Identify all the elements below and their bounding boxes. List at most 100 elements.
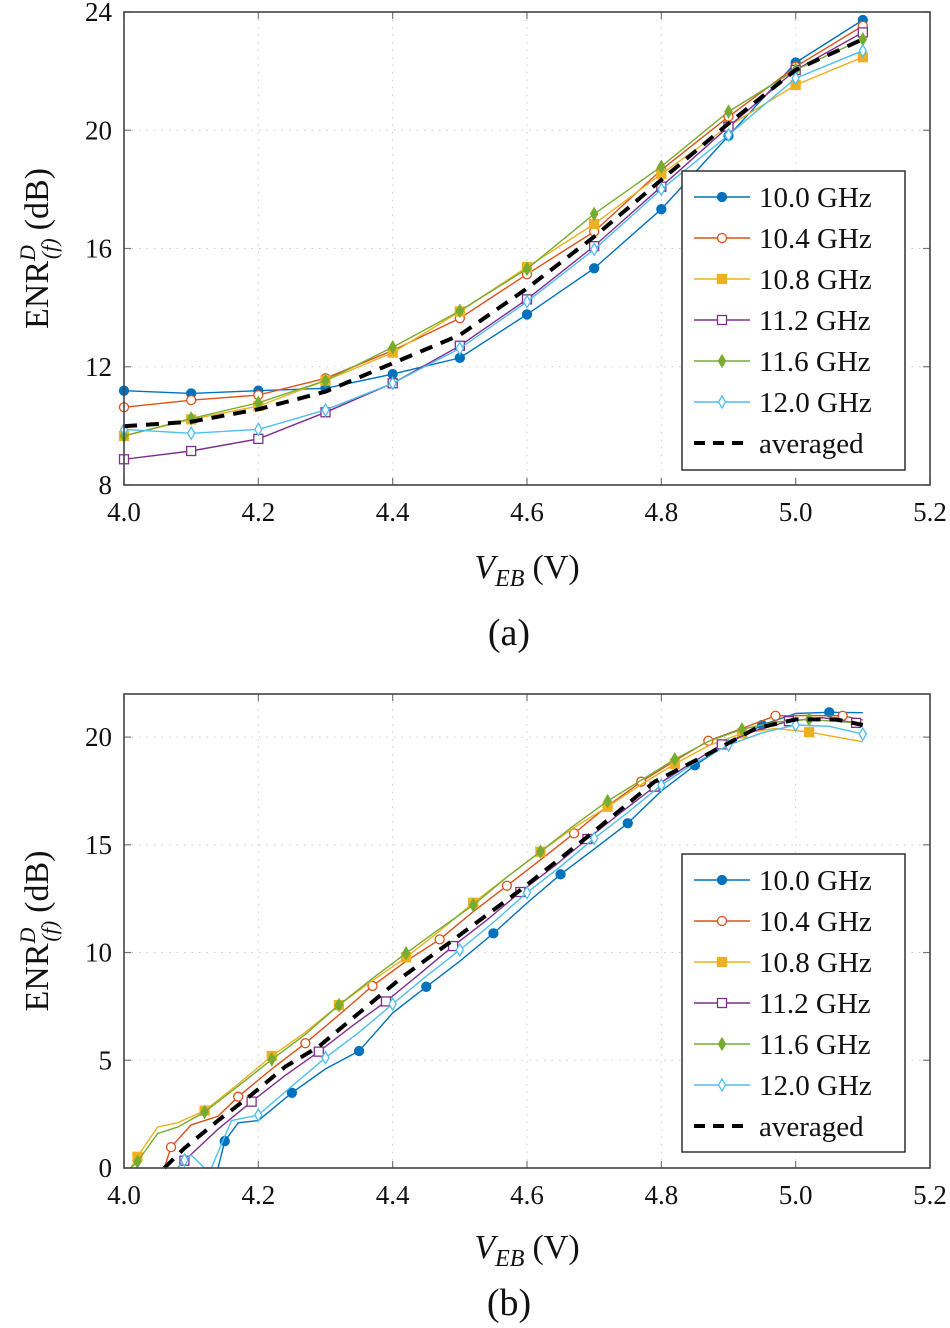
y-tick-label: 16 — [85, 234, 112, 264]
y-tick-label: 8 — [99, 470, 113, 500]
legend-item: 11.2 GHz — [694, 988, 871, 1020]
x-tick-label: 4.6 — [510, 1180, 544, 1210]
data-point — [421, 981, 432, 992]
x-tick-label: 4.6 — [510, 497, 544, 527]
legend-label: 11.2 GHz — [759, 988, 871, 1020]
legend-label: averaged — [759, 428, 864, 460]
x-label-sub: EB — [494, 566, 525, 592]
y-axis-label: ENRD(f) (dB) — [15, 851, 62, 1012]
data-point — [568, 828, 580, 839]
legend-marker — [716, 232, 728, 244]
x-tick-label: 4.4 — [376, 1180, 410, 1210]
legend-label: 10.0 GHz — [759, 182, 872, 214]
x-tick-label: 5.2 — [913, 1180, 947, 1210]
x-label-sub: EB — [494, 1246, 525, 1272]
x-label-unit: (V) — [532, 549, 579, 586]
legend: 10.0 GHz 10.4 GHz 10.8 GHz 11.2 GHz 11.6 GHz… — [681, 170, 906, 471]
data-point — [455, 341, 465, 356]
data-point — [246, 1096, 257, 1107]
legend-label: 11.2 GHz — [759, 305, 871, 337]
data-point — [186, 445, 197, 457]
y-tick-label: 20 — [85, 722, 112, 752]
plot-frame — [123, 693, 931, 1169]
x-tick-label: 5.0 — [779, 497, 813, 527]
series-10.0-ghz — [118, 14, 868, 399]
data-point — [300, 1038, 311, 1049]
legend-marker — [717, 1036, 727, 1052]
legend-item: 10.0 GHz — [694, 865, 872, 897]
data-point — [200, 1104, 209, 1120]
legend-marker — [716, 956, 728, 968]
y-tick-label: 24 — [85, 0, 113, 27]
data-point — [186, 425, 196, 441]
data-point — [388, 996, 397, 1012]
legend-marker — [716, 874, 728, 886]
data-point — [455, 303, 465, 319]
x-axis-label: VEB (V) — [474, 549, 579, 592]
legend-label: 11.6 GHz — [759, 1029, 871, 1061]
series-line — [123, 37, 864, 429]
y-label-unit: (dB) — [19, 168, 56, 230]
y-label-sup: D — [15, 245, 40, 262]
data-point — [488, 928, 499, 939]
legend-marker — [717, 353, 727, 369]
legend-label: averaged — [759, 1111, 864, 1143]
y-label-base: ENR — [19, 943, 56, 1011]
data-point — [536, 844, 545, 860]
legend-item: 11.6 GHz — [694, 346, 871, 378]
legend-item: 12.0 GHz — [694, 1070, 872, 1102]
data-point — [670, 751, 680, 767]
data-point — [858, 726, 868, 742]
data-point — [321, 1050, 330, 1065]
legend-label: 11.6 GHz — [759, 346, 871, 378]
y-tick-label: 10 — [85, 938, 112, 968]
y-tick-label: 12 — [85, 352, 112, 382]
x-tick-label: 5.0 — [779, 1180, 813, 1210]
data-point — [434, 934, 445, 945]
data-point — [724, 127, 733, 143]
legend-marker — [716, 997, 728, 1009]
data-point — [313, 1046, 324, 1057]
y-label-base: ENR — [19, 261, 56, 329]
data-point — [186, 395, 197, 406]
series-line — [123, 19, 864, 395]
data-point — [603, 793, 612, 809]
x-tick-label: 4.8 — [644, 1180, 678, 1210]
legend-marker — [717, 394, 727, 410]
legend-item: 10.0 GHz — [694, 182, 872, 214]
panel-caption: (a) — [488, 612, 530, 654]
legend-item: averaged — [694, 428, 864, 460]
data-point — [165, 1141, 177, 1153]
data-point — [267, 1052, 277, 1067]
data-point — [522, 885, 532, 900]
data-point — [447, 940, 459, 952]
data-point — [622, 818, 633, 829]
legend-label: 10.4 GHz — [759, 906, 872, 938]
data-point — [521, 309, 533, 320]
data-point — [401, 945, 411, 961]
series-12.0-ghz — [119, 43, 868, 441]
x-axis-label: VEB (V) — [474, 1229, 579, 1272]
data-point — [657, 182, 666, 197]
data-point — [388, 376, 397, 391]
legend-label: 10.0 GHz — [759, 865, 872, 897]
data-point — [737, 722, 747, 737]
legend-item: 10.4 GHz — [694, 906, 872, 938]
data-point — [657, 777, 666, 793]
x-tick-label: 4.4 — [376, 497, 410, 527]
x-tick-label: 5.2 — [913, 497, 947, 527]
data-point — [791, 70, 800, 86]
data-point — [254, 422, 263, 437]
data-point — [286, 1087, 298, 1098]
data-point — [724, 104, 733, 119]
x-label-unit: (V) — [532, 1229, 579, 1266]
series-averaged — [162, 717, 864, 1170]
x-tick-label: 4.2 — [241, 1180, 275, 1210]
legend-marker — [716, 915, 728, 927]
x-tick-label: 4.8 — [644, 497, 678, 527]
legend-item: 10.4 GHz — [694, 223, 872, 255]
plot-frame — [123, 11, 931, 486]
panel-caption: (b) — [487, 1282, 531, 1324]
data-point — [321, 402, 330, 418]
